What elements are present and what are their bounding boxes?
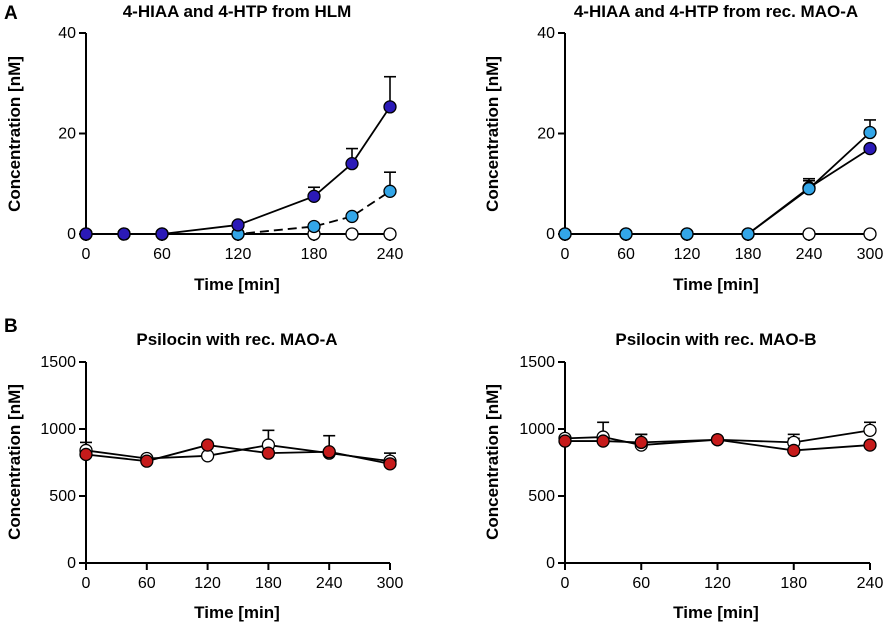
data-point-red bbox=[634, 435, 648, 450]
x-tick-label: 0 bbox=[561, 246, 570, 263]
y-tick-label: 0 bbox=[546, 226, 555, 243]
data-point-red bbox=[322, 445, 336, 459]
chart-title: 4-HIAA and 4-HTP from rec. MAO-A bbox=[574, 2, 858, 21]
data-point-open bbox=[863, 227, 877, 241]
chart-title: 4-HIAA and 4-HTP from HLM bbox=[123, 2, 352, 21]
x-tick-label: 240 bbox=[796, 246, 823, 263]
data-point-red bbox=[863, 438, 877, 452]
data-point-red bbox=[140, 454, 154, 468]
data-point-light-blue bbox=[558, 227, 572, 241]
x-axis-label: Time [min] bbox=[673, 275, 759, 294]
data-point-open bbox=[345, 227, 359, 241]
x-tick-label: 240 bbox=[377, 246, 404, 263]
chart-hlm: 4-HIAA and 4-HTP from HLM Time [min] Con… bbox=[5, 2, 403, 294]
data-point-open bbox=[383, 227, 397, 241]
chart-psilocin-mao-b: Psilocin with rec. MAO-B Time [min] Conc… bbox=[483, 330, 883, 622]
y-tick-label: 1500 bbox=[519, 354, 555, 371]
panel-letter-b: B bbox=[4, 316, 18, 337]
data-point-red bbox=[787, 443, 801, 458]
y-axis-label: Concentration [nM] bbox=[483, 56, 502, 212]
data-point-dark-blue bbox=[383, 100, 397, 114]
y-axis-label: Concentration [nM] bbox=[483, 384, 502, 540]
data-point-light-blue bbox=[619, 227, 633, 241]
y-tick-label: 1500 bbox=[40, 354, 76, 371]
data-point-dark-blue bbox=[863, 141, 877, 156]
x-tick-label: 0 bbox=[561, 575, 570, 592]
series-line-light-blue bbox=[162, 190, 391, 235]
data-point-dark-blue bbox=[231, 218, 245, 232]
x-tick-label: 60 bbox=[617, 246, 635, 263]
x-tick-label: 120 bbox=[225, 246, 252, 263]
chart-psilocin-mao-a: Psilocin with rec. MAO-A Time [min] Conc… bbox=[5, 330, 403, 622]
series-line-red bbox=[85, 444, 391, 465]
data-point-red bbox=[261, 446, 276, 460]
data-point-red bbox=[710, 433, 725, 447]
data-point-dark-blue bbox=[79, 227, 93, 241]
x-tick-label: 60 bbox=[632, 575, 650, 592]
x-axis-label: Time [min] bbox=[194, 603, 280, 622]
data-point-red bbox=[558, 434, 572, 448]
y-tick-label: 1000 bbox=[519, 421, 555, 438]
data-point-open bbox=[863, 423, 877, 437]
x-tick-label: 240 bbox=[316, 575, 343, 592]
x-axis-label: Time [min] bbox=[194, 275, 280, 294]
chart-mao-a: 4-HIAA and 4-HTP from rec. MAO-A Time [m… bbox=[483, 2, 883, 294]
x-tick-label: 180 bbox=[780, 575, 807, 592]
data-point-light-blue bbox=[802, 182, 816, 196]
x-tick-label: 300 bbox=[377, 575, 404, 592]
data-point-light-blue bbox=[383, 184, 397, 198]
y-tick-label: 40 bbox=[58, 25, 76, 42]
y-tick-label: 500 bbox=[49, 488, 76, 505]
data-point-light-blue bbox=[741, 227, 755, 241]
x-tick-label: 300 bbox=[857, 246, 884, 263]
y-axis-label: Concentration [nM] bbox=[5, 56, 24, 212]
data-point-dark-blue bbox=[155, 227, 169, 241]
data-point-light-blue bbox=[863, 125, 877, 140]
x-tick-label: 120 bbox=[194, 575, 221, 592]
y-tick-label: 40 bbox=[537, 25, 555, 42]
x-tick-label: 180 bbox=[735, 246, 762, 263]
x-tick-label: 180 bbox=[255, 575, 282, 592]
data-point-dark-blue bbox=[345, 156, 359, 171]
data-point-open bbox=[802, 227, 816, 241]
data-point-light-blue bbox=[307, 219, 321, 234]
x-tick-label: 60 bbox=[153, 246, 171, 263]
data-point-red bbox=[200, 438, 215, 452]
x-tick-label: 120 bbox=[674, 246, 701, 263]
y-tick-label: 1000 bbox=[40, 421, 76, 438]
data-point-red bbox=[596, 434, 610, 448]
y-tick-label: 20 bbox=[58, 126, 76, 143]
x-tick-label: 0 bbox=[82, 575, 91, 592]
y-tick-label: 0 bbox=[67, 226, 76, 243]
data-point-dark-blue bbox=[117, 227, 131, 241]
y-tick-label: 500 bbox=[528, 488, 555, 505]
x-tick-label: 240 bbox=[857, 575, 884, 592]
y-axis-label: Concentration [nM] bbox=[5, 384, 24, 540]
data-point-light-blue bbox=[345, 209, 359, 224]
data-point-red bbox=[383, 457, 397, 471]
data-point-light-blue bbox=[680, 227, 694, 241]
data-point-dark-blue bbox=[307, 189, 321, 203]
y-tick-label: 0 bbox=[546, 555, 555, 572]
chart-title: Psilocin with rec. MAO-B bbox=[615, 330, 816, 349]
x-axis-label: Time [min] bbox=[673, 603, 759, 622]
x-tick-label: 0 bbox=[82, 246, 91, 263]
x-tick-label: 180 bbox=[301, 246, 328, 263]
x-tick-label: 60 bbox=[138, 575, 156, 592]
y-tick-label: 0 bbox=[67, 555, 76, 572]
chart-title: Psilocin with rec. MAO-A bbox=[136, 330, 337, 349]
y-tick-label: 20 bbox=[537, 126, 555, 143]
data-point-red bbox=[79, 447, 93, 462]
panel-letter-a: A bbox=[4, 3, 18, 24]
x-tick-label: 120 bbox=[704, 575, 731, 592]
